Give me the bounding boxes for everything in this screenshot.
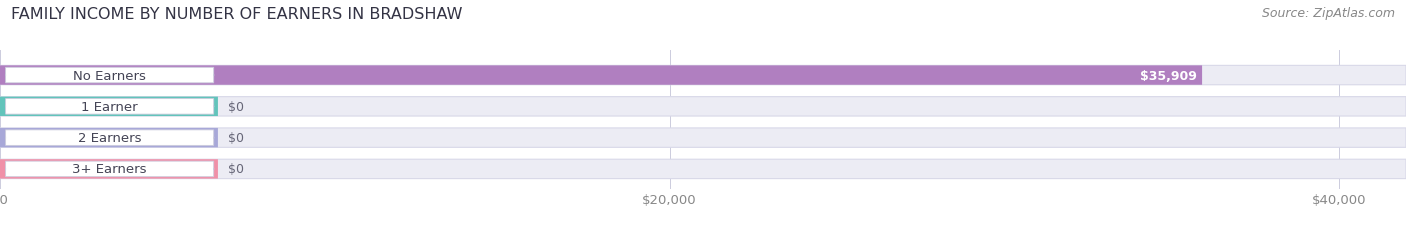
Text: No Earners: No Earners (73, 69, 146, 82)
FancyBboxPatch shape (0, 128, 1406, 148)
FancyBboxPatch shape (0, 97, 218, 116)
Text: $0: $0 (228, 100, 243, 113)
FancyBboxPatch shape (0, 97, 1406, 116)
Text: 2 Earners: 2 Earners (77, 132, 142, 145)
Text: $0: $0 (228, 132, 243, 145)
FancyBboxPatch shape (6, 161, 214, 177)
FancyBboxPatch shape (6, 130, 214, 146)
Text: $35,909: $35,909 (1140, 69, 1197, 82)
FancyBboxPatch shape (6, 99, 214, 115)
FancyBboxPatch shape (0, 66, 1202, 85)
Text: FAMILY INCOME BY NUMBER OF EARNERS IN BRADSHAW: FAMILY INCOME BY NUMBER OF EARNERS IN BR… (11, 7, 463, 22)
FancyBboxPatch shape (0, 128, 218, 148)
FancyBboxPatch shape (0, 160, 1406, 179)
FancyBboxPatch shape (0, 66, 1406, 85)
FancyBboxPatch shape (0, 160, 218, 179)
Text: 3+ Earners: 3+ Earners (73, 163, 146, 176)
Text: Source: ZipAtlas.com: Source: ZipAtlas.com (1261, 7, 1395, 20)
Text: 1 Earner: 1 Earner (82, 100, 138, 113)
FancyBboxPatch shape (6, 68, 214, 83)
Text: $0: $0 (228, 163, 243, 176)
